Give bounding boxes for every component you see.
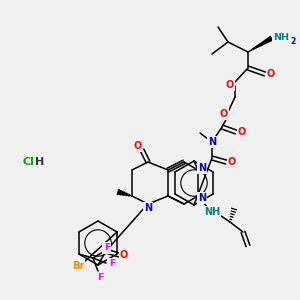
- Polygon shape: [248, 36, 273, 52]
- Polygon shape: [117, 189, 132, 197]
- Text: O: O: [226, 80, 234, 90]
- Text: O: O: [134, 141, 142, 151]
- Text: O: O: [120, 250, 128, 260]
- Text: N: N: [198, 193, 206, 203]
- Text: O: O: [267, 69, 275, 79]
- Text: F: F: [104, 244, 110, 253]
- Text: 2: 2: [290, 37, 296, 46]
- Text: F: F: [109, 260, 115, 268]
- Text: O: O: [238, 127, 246, 137]
- Text: NH: NH: [273, 32, 289, 41]
- Text: N: N: [144, 203, 152, 213]
- Text: H: H: [35, 157, 45, 167]
- Text: O: O: [228, 157, 236, 167]
- Text: N: N: [208, 137, 216, 147]
- Text: NH: NH: [204, 207, 220, 217]
- Text: Br: Br: [72, 261, 84, 271]
- Text: Cl: Cl: [22, 157, 34, 167]
- Text: O: O: [220, 109, 228, 119]
- Text: F: F: [97, 274, 103, 283]
- Text: N: N: [198, 163, 206, 173]
